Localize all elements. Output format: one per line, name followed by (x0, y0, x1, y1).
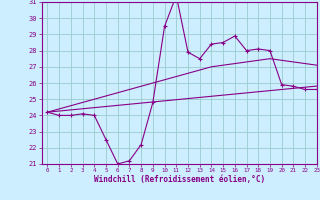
X-axis label: Windchill (Refroidissement éolien,°C): Windchill (Refroidissement éolien,°C) (94, 175, 265, 184)
